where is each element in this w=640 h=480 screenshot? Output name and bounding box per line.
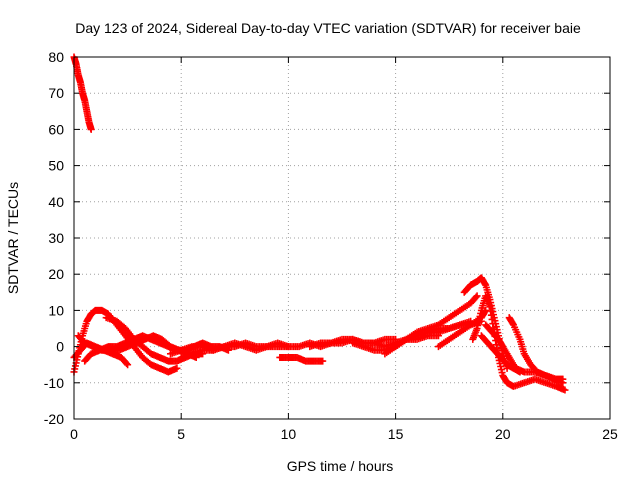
data-point xyxy=(319,357,327,365)
plot-frame xyxy=(73,56,611,420)
x-axis-label: GPS time / hours xyxy=(287,458,394,474)
y-tick-label: 40 xyxy=(48,194,64,210)
data-point xyxy=(473,292,481,300)
data-point xyxy=(87,125,95,133)
chart-title: Day 123 of 2024, Sidereal Day-to-day VTE… xyxy=(75,20,581,36)
data-point xyxy=(284,343,292,351)
x-tick-label: 10 xyxy=(281,426,297,442)
data-point xyxy=(559,379,567,387)
series-arc-h xyxy=(276,353,327,365)
y-tick-label: 60 xyxy=(48,121,64,137)
series-arc-g xyxy=(177,339,292,361)
y-tick-label: -20 xyxy=(44,411,64,427)
y-tick-label: 0 xyxy=(56,339,64,355)
y-tick-label: 80 xyxy=(48,49,64,65)
y-tick-label: 20 xyxy=(48,266,64,282)
y-tick-label: 10 xyxy=(48,302,64,318)
x-tick-label: 25 xyxy=(602,426,618,442)
data-point xyxy=(124,361,132,369)
series-arc-k xyxy=(381,292,481,358)
tick-layer: 0 5 10 15 20 25 -20 -10 0 10 20 30 40 50 60 70 80 xyxy=(44,49,618,442)
x-tick-label: 15 xyxy=(388,426,404,442)
grid-layer xyxy=(74,57,610,419)
y-tick-label: 70 xyxy=(48,85,64,101)
data-point xyxy=(123,359,131,367)
y-tick-label: 50 xyxy=(48,158,64,174)
x-tick-label: 20 xyxy=(495,426,511,442)
data-point xyxy=(173,364,181,372)
y-axis-label: SDTVAR / TECUs xyxy=(5,182,21,294)
data-point xyxy=(561,386,569,394)
y-tick-label: 30 xyxy=(48,230,64,246)
data-point xyxy=(516,368,524,376)
series-arc-early-high xyxy=(70,53,95,133)
series-arc-r xyxy=(477,332,524,376)
y-tick-label: -10 xyxy=(44,375,64,391)
series-arc-q xyxy=(505,314,567,387)
points-layer xyxy=(70,53,569,394)
x-tick-label: 0 xyxy=(70,426,78,442)
data-point xyxy=(472,293,480,301)
x-tick-label: 5 xyxy=(177,426,185,442)
